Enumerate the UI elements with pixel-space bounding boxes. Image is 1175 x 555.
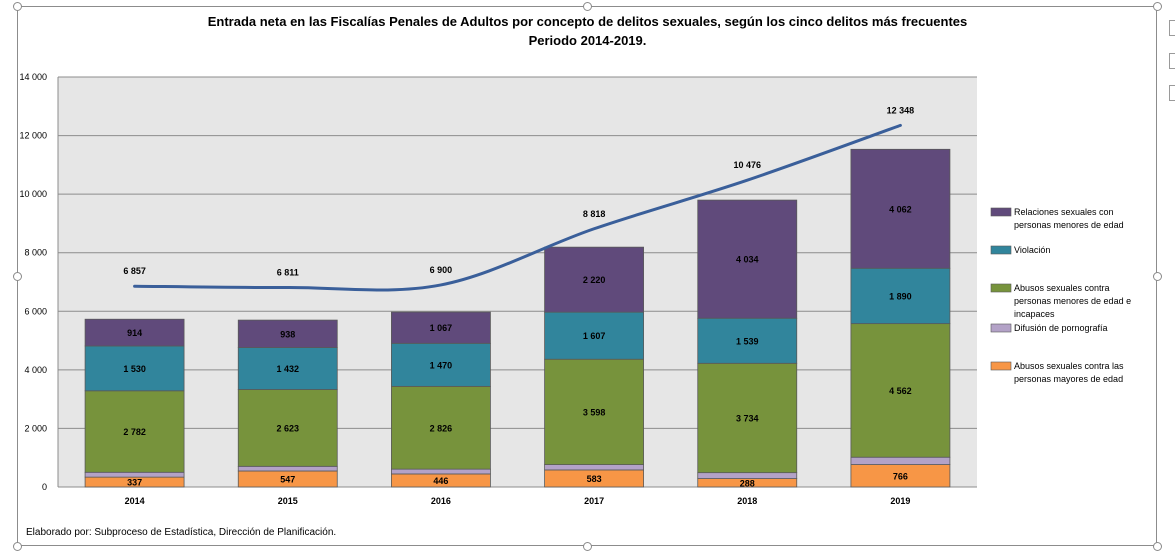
bar-segment bbox=[850, 323, 951, 458]
chart-title-line-2: Periodo 2014-2019. bbox=[528, 33, 647, 48]
bar-segment bbox=[544, 311, 644, 360]
legend-label: Difusión de pornografía bbox=[1014, 323, 1108, 333]
bar-data-label: 1 067 bbox=[430, 323, 453, 333]
bar-data-label: 4 562 bbox=[889, 386, 912, 396]
resize-handle-top-middle[interactable] bbox=[583, 2, 592, 11]
x-tick-label: 2017 bbox=[584, 496, 604, 506]
line-data-label: 6 811 bbox=[277, 268, 299, 278]
bar-data-label: 1 432 bbox=[276, 364, 299, 374]
chart-styles-button[interactable] bbox=[1169, 53, 1175, 69]
line-data-label: 8 818 bbox=[583, 209, 606, 219]
resize-handle-middle-left[interactable] bbox=[13, 272, 22, 281]
bar-data-label: 583 bbox=[587, 474, 602, 484]
bar-segment bbox=[850, 148, 951, 269]
legend-label: personas menores de edad e bbox=[1014, 296, 1131, 306]
bar-data-label: 1 607 bbox=[583, 331, 606, 341]
bar-segment bbox=[544, 464, 644, 471]
chart-title-line-1: Entrada neta en las Fiscalías Penales de… bbox=[207, 14, 968, 29]
bar-data-label: 3 598 bbox=[583, 407, 606, 417]
bar-segment bbox=[391, 311, 491, 344]
bar-segment bbox=[850, 456, 951, 465]
x-tick-label: 2014 bbox=[125, 496, 145, 506]
bar-data-label: 1 539 bbox=[736, 336, 759, 346]
bar-segment bbox=[391, 468, 491, 475]
legend-label: incapaces bbox=[1014, 309, 1055, 319]
line-data-label: 12 348 bbox=[887, 105, 915, 115]
bar-segment bbox=[84, 318, 185, 347]
bar-segment bbox=[697, 199, 798, 319]
source-note: Elaborado por: Subproceso de Estadística… bbox=[26, 527, 337, 538]
y-tick-label: 14 000 bbox=[19, 72, 47, 82]
bar-segment bbox=[697, 472, 798, 479]
bar-segment bbox=[697, 362, 798, 474]
y-tick-label: 4 000 bbox=[24, 365, 47, 375]
legend-swatch bbox=[990, 245, 1012, 255]
resize-handle-middle-right[interactable] bbox=[1153, 272, 1162, 281]
bar-data-label: 2 220 bbox=[583, 275, 606, 285]
line-data-label: 10 476 bbox=[733, 160, 761, 170]
bar-segment bbox=[544, 246, 644, 313]
y-tick-label: 12 000 bbox=[19, 131, 47, 141]
line-data-label: 6 857 bbox=[123, 266, 146, 276]
x-tick-label: 2019 bbox=[890, 496, 910, 506]
total-line bbox=[133, 123, 902, 292]
legend-swatch bbox=[990, 207, 1012, 217]
bar-data-label: 547 bbox=[280, 474, 295, 484]
x-tick-label: 2015 bbox=[278, 496, 298, 506]
legend-swatch bbox=[990, 323, 1012, 333]
bar-segment bbox=[84, 345, 185, 392]
bar-segment bbox=[544, 358, 644, 465]
bar-data-label: 1 890 bbox=[889, 291, 912, 301]
y-tick-label: 10 000 bbox=[19, 189, 47, 199]
resize-handle-bottom-right[interactable] bbox=[1153, 542, 1162, 551]
bar-segment bbox=[237, 319, 338, 348]
y-tick-label: 2 000 bbox=[24, 423, 47, 433]
chart-title: Entrada neta en las Fiscalías Penales de… bbox=[180, 12, 995, 50]
resize-handle-top-left[interactable] bbox=[13, 2, 22, 11]
bar-data-label: 2 782 bbox=[123, 427, 146, 437]
bar-segment bbox=[391, 385, 491, 470]
y-tick-label: 6 000 bbox=[24, 306, 47, 316]
bar-segment bbox=[84, 471, 185, 478]
x-tick-label: 2016 bbox=[431, 496, 451, 506]
legend-label: personas mayores de edad bbox=[1014, 374, 1123, 384]
legend-label: Violación bbox=[1014, 245, 1050, 255]
legend-label: Abusos sexuales contra bbox=[1014, 283, 1110, 293]
legend-label: personas menores de edad bbox=[1014, 220, 1124, 230]
chart-filters-button[interactable] bbox=[1169, 85, 1175, 101]
y-tick-label: 0 bbox=[42, 482, 47, 492]
bar-segment bbox=[237, 347, 338, 390]
resize-handle-top-right[interactable] bbox=[1153, 2, 1162, 11]
bar-data-label: 288 bbox=[740, 478, 755, 488]
bar-data-label: 938 bbox=[280, 329, 295, 339]
bar-data-label: 3 734 bbox=[736, 413, 759, 423]
legend-swatch bbox=[990, 361, 1012, 371]
bar-segment bbox=[84, 390, 185, 473]
bar-data-label: 2 623 bbox=[276, 423, 299, 433]
bar-data-label: 4 034 bbox=[736, 255, 759, 265]
legend-label: Abusos sexuales contra las bbox=[1014, 361, 1124, 371]
resize-handle-bottom-left[interactable] bbox=[13, 542, 22, 551]
bar-data-label: 446 bbox=[433, 476, 448, 486]
line-data-label: 6 900 bbox=[430, 265, 453, 275]
bar-data-label: 1 530 bbox=[123, 364, 146, 374]
bar-data-label: 2 826 bbox=[430, 423, 453, 433]
x-tick-label: 2018 bbox=[737, 496, 757, 506]
bar-segment bbox=[391, 342, 491, 387]
bar-data-label: 337 bbox=[127, 478, 142, 488]
bar-segment bbox=[237, 465, 338, 472]
legend-swatch bbox=[990, 283, 1012, 293]
y-tick-label: 8 000 bbox=[24, 248, 47, 258]
bar-data-label: 766 bbox=[893, 471, 908, 481]
chart-elements-button[interactable] bbox=[1169, 20, 1175, 36]
bar-data-label: 1 470 bbox=[430, 360, 453, 370]
bar-data-label: 4 062 bbox=[889, 204, 912, 214]
legend-label: Relaciones sexuales con bbox=[1014, 207, 1114, 217]
resize-handle-bottom-middle[interactable] bbox=[583, 542, 592, 551]
bar-segment bbox=[697, 317, 798, 364]
bar-data-label: 914 bbox=[127, 328, 142, 338]
bar-segment bbox=[850, 267, 951, 325]
plot-area-background bbox=[58, 77, 977, 487]
